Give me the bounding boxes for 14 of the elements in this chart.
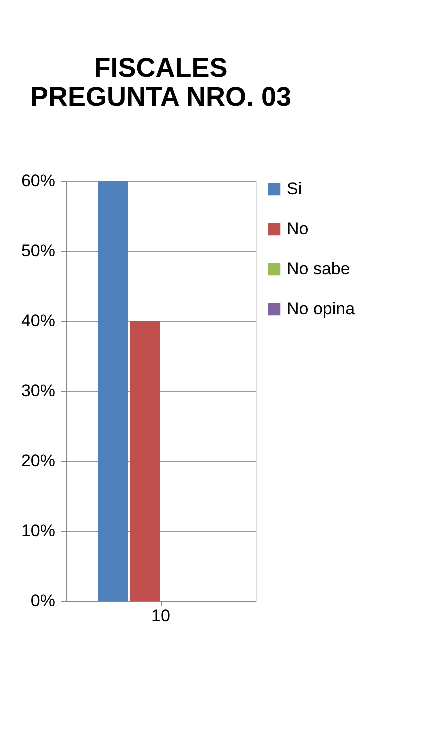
x-tick-label: 10 [152, 606, 170, 626]
text: PREGUNTA NRO. 03 [30, 82, 292, 112]
legend-label: Si [287, 180, 302, 198]
legend-label: No opina [287, 300, 356, 318]
y-tick-label: 50% [21, 242, 56, 260]
y-tick-label: 30% [21, 382, 56, 400]
y-tick-label: 20% [21, 452, 56, 470]
legend-label: No sabe [287, 260, 350, 278]
text: FISCALES [94, 53, 228, 83]
y-tick-label: 40% [21, 312, 56, 330]
y-tick-label: 0% [30, 592, 56, 610]
y-tick-label: 10% [21, 522, 56, 540]
y-tick-label: 60% [21, 172, 56, 190]
legend-label: No [287, 220, 309, 238]
